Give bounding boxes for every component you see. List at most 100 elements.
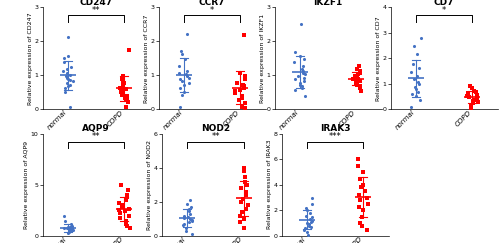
Point bbox=[123, 195, 131, 199]
Point bbox=[308, 220, 316, 224]
Point bbox=[296, 54, 304, 58]
Point bbox=[186, 76, 194, 80]
Point bbox=[120, 81, 128, 85]
Point bbox=[467, 107, 475, 111]
Point bbox=[472, 90, 480, 94]
Point bbox=[239, 197, 247, 200]
Point bbox=[304, 208, 312, 212]
Point bbox=[63, 71, 71, 75]
Point bbox=[237, 186, 245, 190]
Point bbox=[418, 36, 426, 40]
Point bbox=[66, 230, 74, 234]
Point bbox=[180, 222, 188, 226]
Point bbox=[353, 67, 361, 71]
Point bbox=[242, 183, 250, 187]
Point bbox=[298, 22, 306, 26]
Point bbox=[120, 84, 128, 88]
Y-axis label: Relative expression of IKZF1: Relative expression of IKZF1 bbox=[260, 14, 265, 103]
Point bbox=[236, 88, 244, 92]
Point bbox=[415, 66, 423, 70]
Point bbox=[185, 207, 193, 211]
Point bbox=[178, 93, 186, 97]
Point bbox=[416, 82, 424, 86]
Point bbox=[116, 86, 124, 90]
Point bbox=[60, 226, 68, 230]
Y-axis label: Relative expression of CD7: Relative expression of CD7 bbox=[376, 16, 381, 101]
Point bbox=[122, 193, 130, 197]
Point bbox=[68, 226, 76, 230]
Point bbox=[362, 228, 370, 232]
Point bbox=[240, 86, 248, 90]
Point bbox=[68, 228, 76, 232]
Point bbox=[302, 214, 310, 217]
Point bbox=[182, 72, 190, 76]
Point bbox=[66, 227, 74, 231]
Point bbox=[303, 230, 311, 234]
Point bbox=[184, 215, 192, 219]
Point bbox=[122, 95, 130, 98]
Point bbox=[236, 214, 244, 217]
Point bbox=[350, 74, 358, 78]
Point bbox=[356, 177, 364, 181]
Point bbox=[298, 84, 306, 88]
Point bbox=[238, 210, 246, 214]
Point bbox=[468, 99, 476, 103]
Point bbox=[176, 49, 184, 53]
Title: CD7: CD7 bbox=[434, 0, 454, 7]
Point bbox=[117, 90, 125, 94]
Point bbox=[64, 225, 72, 229]
Point bbox=[306, 225, 314, 229]
Point bbox=[70, 79, 78, 83]
Point bbox=[356, 89, 364, 93]
Point bbox=[242, 190, 250, 194]
Point bbox=[64, 77, 72, 81]
Point bbox=[306, 211, 314, 215]
Point bbox=[408, 92, 416, 95]
Point bbox=[63, 81, 71, 85]
Point bbox=[66, 78, 74, 82]
Point bbox=[64, 84, 72, 88]
Point bbox=[120, 79, 128, 83]
Point bbox=[463, 94, 471, 98]
Point bbox=[308, 196, 316, 200]
Point bbox=[354, 77, 362, 81]
Point bbox=[176, 86, 184, 90]
Point bbox=[306, 223, 314, 226]
Point bbox=[122, 219, 130, 223]
Point bbox=[188, 205, 196, 209]
Point bbox=[352, 81, 360, 85]
Point bbox=[126, 226, 134, 230]
Point bbox=[242, 193, 250, 197]
Point bbox=[184, 69, 192, 73]
Point bbox=[241, 106, 249, 110]
Point bbox=[308, 215, 316, 219]
Point bbox=[122, 222, 130, 226]
Point bbox=[124, 48, 132, 52]
Point bbox=[303, 221, 311, 225]
Point bbox=[116, 211, 124, 215]
Point bbox=[63, 226, 71, 230]
Point bbox=[232, 91, 239, 95]
Point bbox=[180, 90, 188, 94]
Title: CD247: CD247 bbox=[80, 0, 112, 7]
Point bbox=[291, 88, 299, 92]
Point bbox=[356, 69, 364, 73]
Point bbox=[240, 217, 248, 221]
Point bbox=[61, 219, 69, 223]
Point bbox=[116, 216, 124, 219]
Point bbox=[358, 215, 366, 219]
Point bbox=[122, 87, 130, 91]
Point bbox=[412, 87, 420, 91]
Point bbox=[236, 71, 244, 75]
Point bbox=[358, 208, 366, 212]
Title: CCR7: CCR7 bbox=[199, 0, 225, 7]
Point bbox=[414, 90, 422, 94]
Point bbox=[124, 100, 132, 104]
Point bbox=[68, 224, 76, 228]
Point bbox=[241, 78, 249, 81]
Point bbox=[356, 86, 364, 90]
Point bbox=[118, 205, 126, 209]
Point bbox=[118, 88, 126, 92]
Point bbox=[301, 226, 309, 230]
Point bbox=[240, 84, 248, 88]
